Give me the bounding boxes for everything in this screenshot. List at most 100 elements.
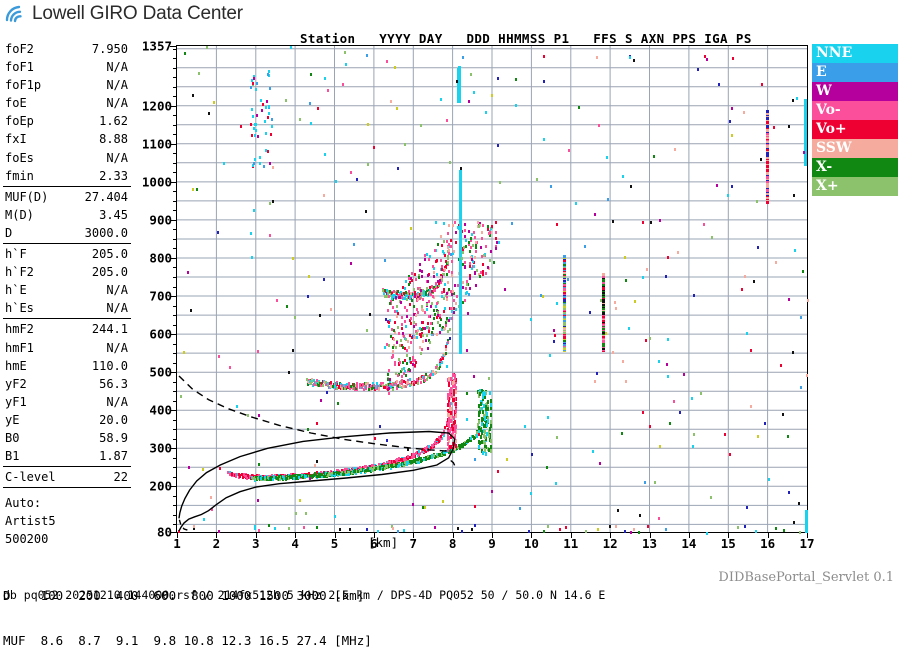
echo-pixel [359, 383, 362, 387]
legend-item-vo[interactable]: Vo- [812, 101, 898, 120]
echo-pixel [390, 386, 393, 390]
echo-pixel [404, 296, 406, 300]
echo-pixel [321, 379, 324, 383]
direction-legend[interactable]: NNE E W Vo- Vo+ SSW X- X+ [812, 44, 898, 196]
legend-item-w[interactable]: W [812, 82, 898, 101]
echo-pixel [448, 389, 451, 394]
echo-pixel [465, 440, 468, 444]
param-value: N/A [106, 96, 128, 111]
echo-pixel [331, 471, 334, 475]
echo-pixel [424, 379, 427, 382]
echo-pixel [455, 413, 458, 418]
echo-pixel [418, 457, 421, 461]
echo-scatter-layer [177, 46, 809, 535]
echo-pixel [437, 436, 440, 440]
y-axis-minor-tick [173, 315, 177, 317]
echo-pixel [373, 383, 376, 387]
x-axis-label: 10 [523, 536, 539, 551]
echo-pixel [489, 398, 492, 403]
echo-pixel [383, 386, 386, 389]
echo-pixel [490, 412, 493, 417]
echo-pixel [456, 446, 459, 450]
y-axis-minor-tick [173, 96, 177, 98]
echo-pixel [351, 467, 354, 471]
legend-item-x[interactable]: X- [812, 158, 898, 177]
param-row-hmF2: hmF2 244.1 [3, 320, 131, 338]
y-axis-minor-tick [173, 343, 177, 345]
echo-pixel [322, 474, 325, 478]
echo-pixel [333, 384, 336, 388]
echo-pixel [372, 466, 375, 470]
param-key: fxI [5, 132, 27, 147]
y-axis-label: 800 [149, 250, 172, 266]
echo-pixel [438, 439, 441, 443]
echo-pixel [486, 447, 489, 452]
echo-pixel [434, 439, 437, 443]
echo-pixel [369, 384, 372, 388]
param-key: yF1 [5, 394, 27, 409]
echo-pixel [340, 470, 343, 474]
echo-pixel [425, 455, 428, 459]
echo-pixel [361, 385, 364, 389]
echo-pixel [228, 471, 231, 475]
echo-pixel [353, 384, 356, 388]
echo-pixel [450, 445, 453, 450]
echo-pixel [413, 291, 416, 295]
echo-pixel [435, 366, 437, 370]
echo-pixel [273, 476, 276, 480]
y-axis-minor-tick [173, 410, 177, 412]
y-axis-minor-tick [173, 238, 177, 240]
legend-item-x[interactable]: X+ [812, 177, 898, 196]
echo-pixel [422, 294, 425, 297]
echo-pixel [397, 290, 400, 294]
legend-item-ssw[interactable]: SSW [812, 139, 898, 158]
echo-pixel [430, 373, 433, 376]
echo-pixel [406, 382, 408, 386]
echo-pixel [433, 453, 436, 457]
y-axis-minor-tick [173, 505, 177, 507]
param-row-foEs: foEs N/A [3, 149, 131, 167]
echo-pixel [342, 384, 345, 387]
echo-pixel [455, 409, 458, 414]
echo-pixel [416, 378, 419, 382]
echo-pixel [290, 474, 293, 478]
echo-pixel [406, 295, 409, 298]
param-row-MUFD: MUF(D) 27.404 [3, 188, 131, 206]
echo-pixel [454, 409, 456, 414]
echo-pixel [407, 290, 410, 294]
echo-pixel [328, 474, 331, 478]
y-axis-label: 1200 [141, 98, 172, 114]
legend-item-nne[interactable]: NNE [812, 44, 898, 63]
echo-pixel [348, 467, 351, 471]
echo-pixel [438, 362, 441, 366]
echo-pixel [245, 474, 248, 478]
echo-pixel [407, 382, 410, 386]
param-value: N/A [106, 78, 128, 93]
echo-pixel [401, 292, 404, 296]
echo-pixel [482, 403, 485, 408]
echo-pixel [310, 475, 313, 479]
echo-pixel [371, 464, 373, 468]
echo-pixel [354, 470, 357, 474]
echo-pixel [481, 439, 484, 444]
echo-pixel [461, 444, 464, 448]
echo-pixel [330, 381, 333, 384]
echo-pixel [412, 292, 415, 296]
plot-gridlines [177, 46, 807, 532]
ionogram-plot[interactable] [176, 45, 809, 535]
echo-pixel [364, 465, 367, 468]
echo-pixel [333, 471, 335, 475]
param-value: 7.950 [91, 42, 128, 56]
echo-pixel [423, 377, 426, 380]
echo-pixel [452, 434, 455, 439]
echo-pixel [447, 329, 450, 333]
echo-pixel [429, 292, 432, 296]
y-axis-label: 300 [149, 440, 172, 456]
echo-pixel [320, 384, 322, 388]
y-axis-minor-tick [173, 267, 177, 269]
echo-pixel [409, 459, 412, 463]
echo-pixel [488, 391, 491, 396]
legend-item-vo[interactable]: Vo+ [812, 120, 898, 139]
legend-item-e[interactable]: E [812, 63, 898, 82]
echo-pixel [446, 263, 449, 267]
